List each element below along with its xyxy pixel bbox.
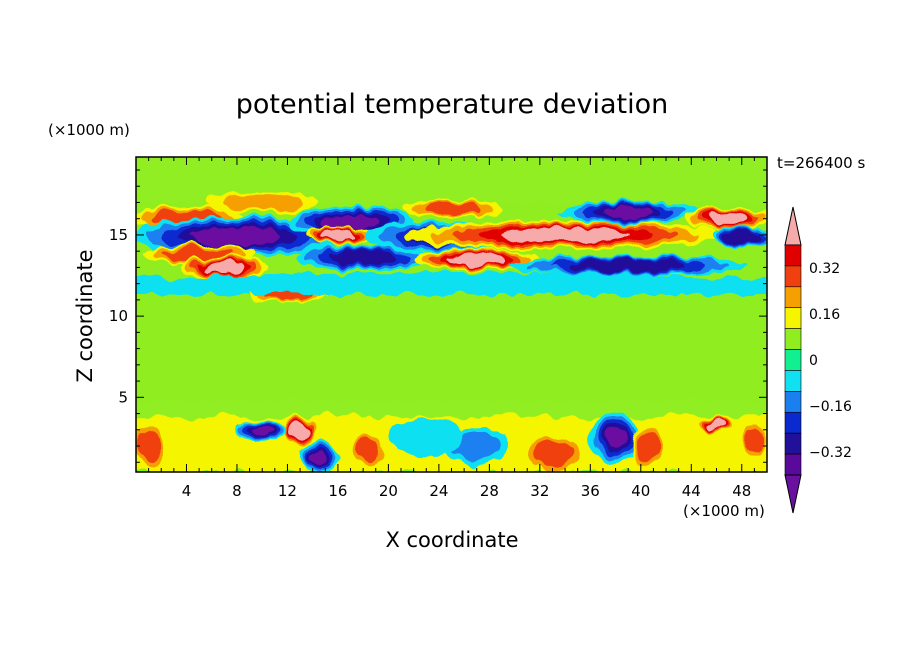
field-band: [136, 400, 767, 417]
time-label: t=266400 s: [777, 154, 865, 172]
contour-region: [325, 230, 351, 240]
x-tick-label: 36: [581, 482, 600, 500]
colorbar-tick-label: −0.16: [809, 399, 852, 415]
x-tick-label: 24: [429, 482, 448, 500]
colorbar-tick-label: 0: [809, 353, 818, 369]
contour-region: [706, 420, 727, 430]
contour-region: [430, 203, 473, 215]
contour-region: [459, 436, 494, 456]
x-axis-label: X coordinate: [385, 528, 518, 552]
z-axis-label: Z coordinate: [73, 249, 97, 382]
contour-region: [637, 436, 657, 456]
contour-region: [604, 428, 627, 448]
colorbar-segment: [784, 432, 802, 455]
z-tick-label: 5: [118, 388, 128, 406]
colorbar-segment: [784, 391, 802, 413]
contour-region: [359, 440, 380, 458]
colorbar-tick-label: 0.32: [809, 261, 840, 277]
contour-region: [309, 450, 329, 464]
contour-region: [207, 229, 267, 244]
x-tick-label: 40: [631, 482, 650, 500]
colorbar-segment: [784, 265, 802, 288]
x-tick-label: 12: [278, 482, 297, 500]
x-tick-label: 28: [480, 482, 499, 500]
colorbar-segment: [784, 349, 802, 371]
contour-region: [538, 445, 567, 463]
x-tick-label: 48: [732, 482, 751, 500]
contour-region: [457, 254, 496, 265]
contour-region: [714, 213, 744, 224]
z-tick-label: 15: [109, 226, 128, 244]
colorbar: 0.32 0.16 0 −0.16 −0.32: [784, 206, 852, 514]
colorbar-tick-label: 0.16: [809, 307, 840, 323]
colorbar-tick-label: −0.32: [809, 445, 852, 461]
x-tick-label: 4: [182, 482, 192, 500]
colorbar-segment: [784, 286, 802, 309]
contour-region: [745, 432, 763, 450]
field-band: [136, 157, 767, 203]
contour-region: [591, 261, 666, 271]
z-unit-label: (×1000 m): [48, 121, 130, 139]
colorbar-segment: [784, 453, 802, 476]
contour-region: [139, 435, 158, 457]
z-axis: 5 10 15: [109, 169, 767, 463]
x-axis: 4 8 12 16 20 24 28 32 36 40 44 48: [148, 157, 755, 500]
colorbar-segment: [784, 244, 802, 267]
contour-region: [209, 262, 240, 273]
chart-title: potential temperature deviation: [236, 89, 668, 120]
colorbar-segment: [784, 370, 802, 392]
colorbar-over-triangle: [784, 206, 802, 246]
x-unit-label: (×1000 m): [683, 502, 765, 520]
plot-area: [135, 156, 768, 473]
contour-region: [728, 231, 755, 242]
x-tick-label: 32: [530, 482, 549, 500]
contour-region: [524, 229, 607, 241]
colorbar-under-triangle: [784, 474, 802, 514]
contour-region: [331, 215, 370, 228]
contour-region: [291, 425, 309, 438]
contour-region: [339, 252, 387, 264]
contour-region: [234, 195, 290, 209]
x-tick-label: 16: [328, 482, 347, 500]
contour-region: [251, 424, 274, 435]
contour-region: [604, 206, 652, 218]
x-tick-label: 8: [232, 482, 242, 500]
colorbar-segment: [784, 307, 802, 329]
colorbar-segment: [784, 411, 802, 434]
colorbar-segment: [784, 328, 802, 350]
contour-region: [136, 272, 767, 295]
x-tick-label: 20: [379, 482, 398, 500]
x-tick-label: 44: [682, 482, 701, 500]
z-tick-label: 10: [109, 307, 128, 325]
contour-region: [388, 418, 464, 458]
